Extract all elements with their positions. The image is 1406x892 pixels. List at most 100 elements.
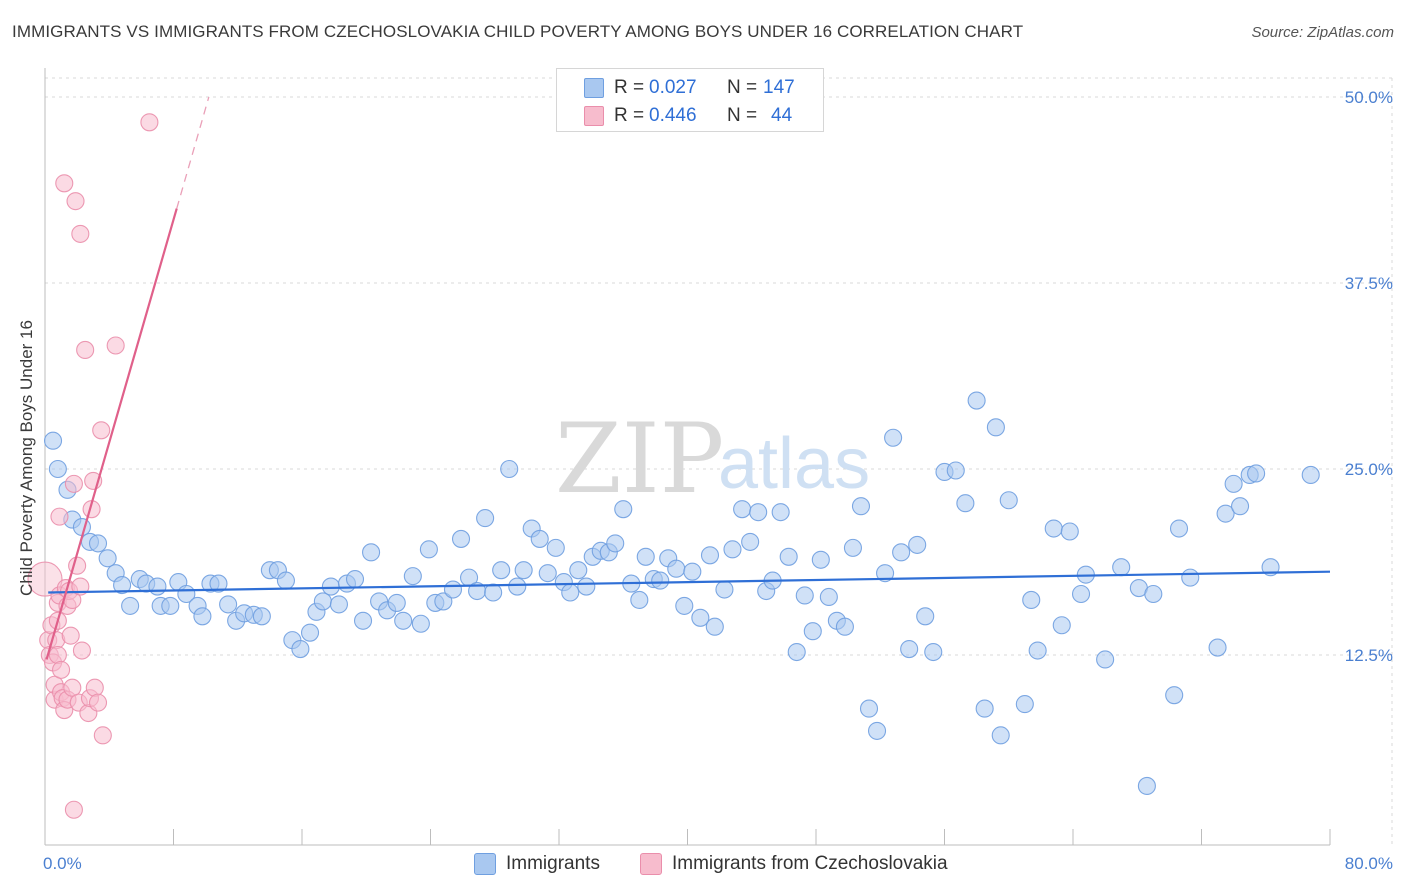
legend-swatch-czechoslovakia [584, 106, 604, 126]
czechoslovakia-point [61, 626, 80, 645]
immigrants-point [1216, 504, 1235, 523]
immigrants-point [1224, 474, 1243, 493]
immigrants-point [683, 562, 702, 581]
immigrants-point [98, 549, 117, 568]
immigrants-point [530, 529, 549, 548]
immigrants-point [1208, 638, 1227, 657]
immigrants-point [219, 595, 238, 614]
immigrants-point [403, 567, 422, 586]
immigrants-point [1137, 776, 1156, 795]
immigrants-point [851, 497, 871, 516]
immigrants-point [569, 561, 588, 580]
series-legend: Immigrants Immigrants from Czechoslovaki… [0, 852, 1406, 878]
immigrants-point [514, 561, 533, 580]
immigrants-point [1015, 695, 1034, 714]
legend-n-value: 147 [763, 77, 795, 98]
immigrants-point [329, 595, 348, 614]
immigrants-point [986, 418, 1005, 437]
immigrants-point [1112, 558, 1131, 577]
czechoslovakia-point [50, 507, 69, 526]
immigrants-point [723, 540, 742, 559]
czechoslovakia-point [93, 726, 112, 745]
legend-n-label: N = [727, 105, 758, 126]
immigrants-point [651, 571, 670, 590]
immigrants-point [492, 561, 511, 580]
immigrants-point [193, 607, 212, 626]
immigrants-point [691, 608, 710, 627]
czechoslovakia-point [71, 577, 90, 596]
grid-lines [45, 77, 1393, 845]
immigrants-point [1022, 590, 1041, 609]
immigrants-point [946, 461, 965, 480]
immigrants-point [1052, 616, 1071, 635]
immigrants-point [636, 547, 655, 566]
czechoslovakia-point [66, 192, 85, 211]
axes [44, 68, 1331, 846]
immigrants-point [733, 500, 752, 519]
y-axis-label: Child Poverty Among Boys Under 16 [17, 320, 36, 596]
immigrants-point [72, 517, 91, 537]
immigrants-point [88, 534, 108, 553]
immigrants-point [508, 577, 527, 596]
immigrants-point [876, 564, 895, 583]
series-label-czechoslovakia: Immigrants from Czechoslovakia [672, 853, 948, 874]
czechoslovakia-point [88, 693, 108, 712]
immigrants-point [1181, 568, 1200, 587]
immigrants-point [148, 577, 167, 596]
trend-line-czechoslovakia [45, 208, 178, 660]
legend-r-label: R = [614, 77, 645, 98]
immigrants-point [1165, 686, 1184, 705]
legend-row-immigrants: R = 0.027 N = 147 [557, 74, 823, 102]
trend-line-immigrants [48, 570, 1331, 594]
immigrants-point [1071, 584, 1091, 604]
immigrants-point [321, 577, 340, 596]
immigrants-point [867, 721, 887, 740]
immigrants-point [577, 577, 596, 596]
legend-r-value: 0.446 [649, 105, 697, 126]
immigrants-point [313, 592, 332, 611]
correlation-legend: R = 0.027 N = 147 R = 0.446 N = 44 [556, 68, 824, 132]
legend-row-czechoslovakia: R = 0.446 N = 44 [557, 102, 823, 130]
immigrants-point [700, 546, 720, 565]
czechoslovakia-point [76, 340, 95, 360]
immigrants-point [484, 583, 503, 602]
immigrants-point [362, 543, 381, 562]
immigrants-points [43, 391, 1320, 795]
immigrants-point [675, 596, 694, 615]
trend-line-czechoslovakia-extension [176, 96, 210, 209]
immigrants-point [991, 726, 1010, 745]
czechoslovakia-point [27, 561, 63, 597]
immigrants-point [276, 571, 295, 590]
legend-n-label: N = [727, 77, 758, 98]
czechoslovakia-point [92, 421, 111, 440]
immigrants-point [411, 614, 430, 633]
immigrants-point [419, 540, 438, 559]
immigrants-point [811, 550, 830, 569]
immigrants-point [546, 538, 565, 557]
immigrants-point [892, 543, 911, 562]
series-swatch-immigrants [474, 853, 496, 875]
watermark: ZIP atlas [555, 403, 870, 515]
czechoslovakia-point [85, 678, 104, 697]
czechoslovakia-point [64, 474, 83, 493]
immigrants-point [999, 491, 1018, 510]
immigrants-point [916, 607, 935, 626]
immigrants-point [819, 587, 838, 607]
immigrants-point [434, 592, 453, 611]
immigrants-point [1096, 650, 1115, 669]
immigrants-point [1169, 519, 1189, 538]
x-tick-label-max: 80.0% [1345, 854, 1393, 873]
y-tick-label: 37.5% [1345, 274, 1393, 293]
immigrants-point [1231, 497, 1250, 516]
immigrants-point [48, 459, 67, 479]
czechoslovakia-point [71, 224, 90, 243]
immigrants-point [795, 586, 814, 605]
x-tick-label-min: 0.0% [43, 854, 82, 873]
immigrants-point [749, 503, 768, 522]
immigrants-point [345, 570, 365, 589]
immigrants-point [43, 431, 63, 450]
immigrants-point [121, 596, 140, 615]
y-tick-label: 50.0% [1345, 88, 1393, 107]
immigrants-point [1144, 584, 1163, 604]
immigrants-point [1261, 558, 1280, 577]
